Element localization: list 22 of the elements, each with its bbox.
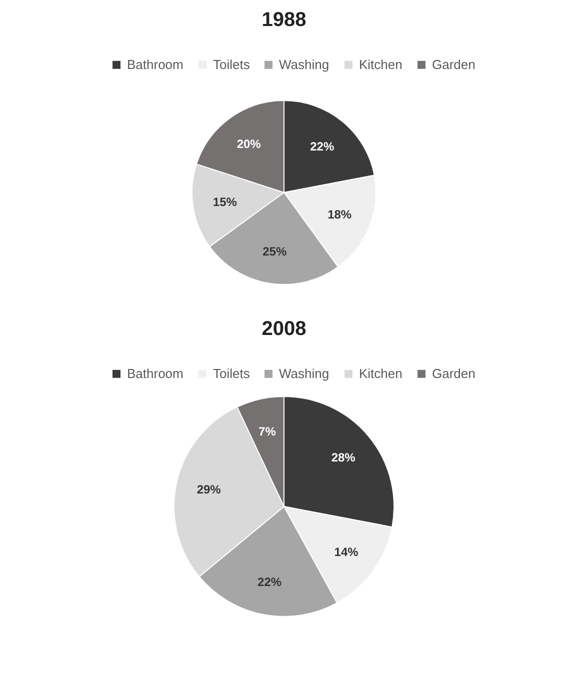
- data-label: 29%: [196, 482, 222, 497]
- data-label: 22%: [258, 575, 282, 590]
- data-label: 22%: [310, 139, 334, 154]
- legend-label: Toilets: [213, 366, 250, 381]
- chart-title: 1988: [262, 9, 306, 31]
- data-label: 7%: [258, 424, 276, 438]
- legend-label: Garden: [432, 366, 476, 381]
- data-label: 14%: [334, 544, 359, 559]
- legend-label: Garden: [432, 56, 476, 72]
- data-label: 25%: [262, 244, 287, 259]
- data-label: 28%: [331, 450, 356, 464]
- legend-label: Kitchen: [359, 56, 402, 72]
- legend-label: Bathroom: [127, 56, 184, 72]
- data-label: 18%: [328, 208, 352, 222]
- legend-label: Washing: [279, 366, 330, 381]
- legend-label: Bathroom: [127, 366, 184, 381]
- legend-label: Kitchen: [359, 366, 402, 381]
- legend-label: Washing: [279, 56, 330, 72]
- chart-title: 2008: [262, 318, 306, 340]
- legend-label: Toilets: [213, 56, 250, 72]
- data-label: 15%: [212, 194, 238, 209]
- data-label: 20%: [236, 137, 262, 152]
